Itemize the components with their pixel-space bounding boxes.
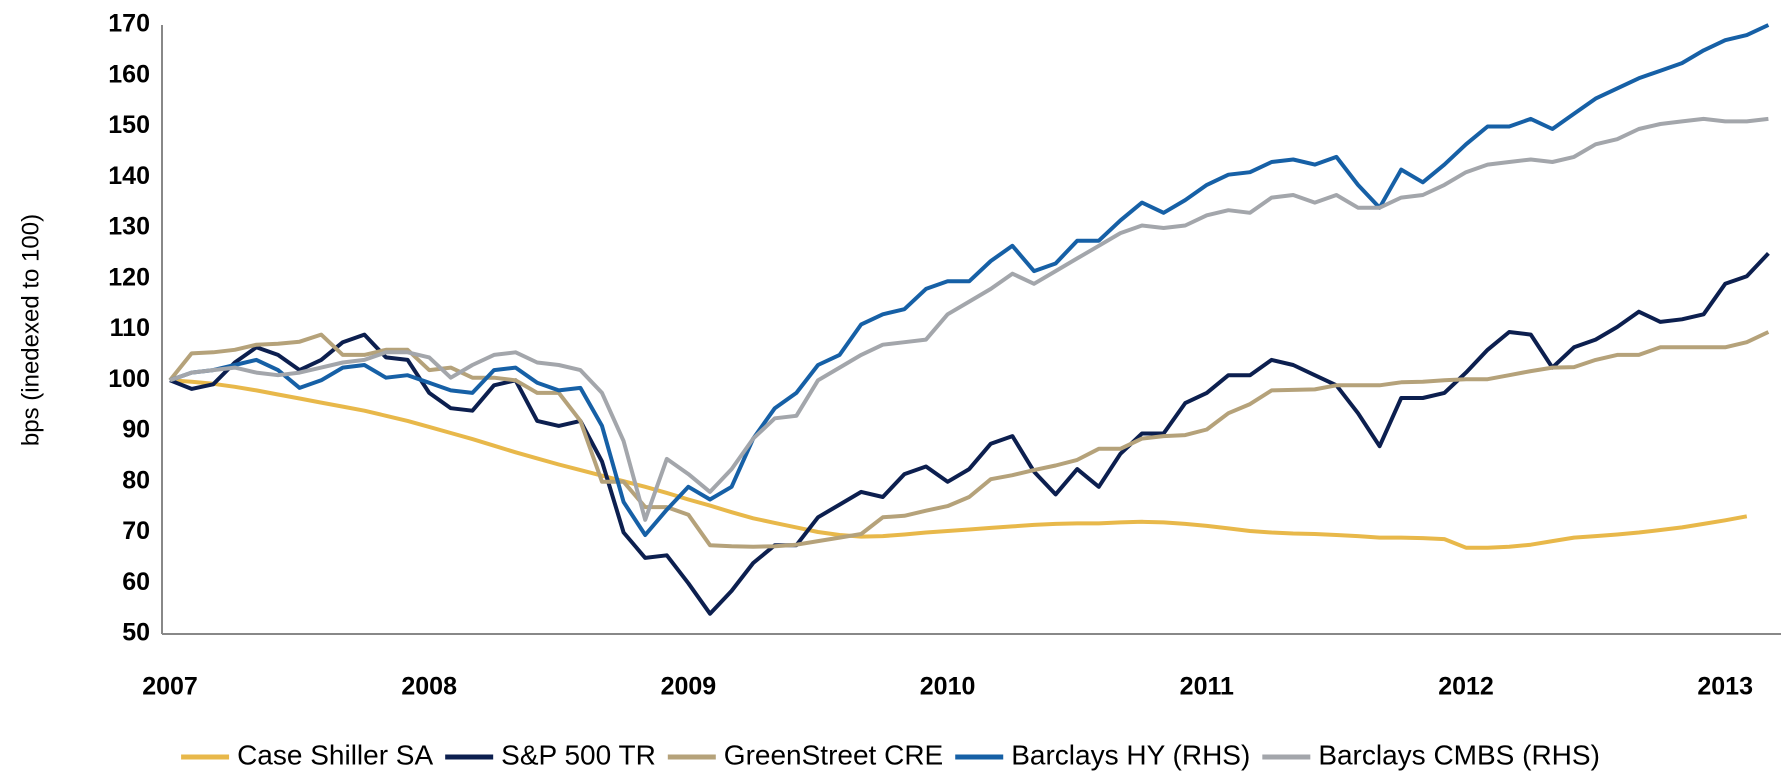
x-tick-label: 2012 bbox=[1438, 673, 1494, 701]
x-tick-label: 2009 bbox=[661, 673, 717, 701]
y-tick-label: 160 bbox=[108, 60, 150, 88]
y-axis-title: bps (inedexed to 100) bbox=[17, 214, 44, 446]
series-line bbox=[169, 252, 1770, 616]
y-tick-label: 90 bbox=[122, 416, 150, 444]
y-tick-label: 100 bbox=[108, 365, 150, 393]
y-tick-label: 170 bbox=[108, 10, 150, 38]
y-tick-label: 60 bbox=[122, 568, 150, 596]
legend-label: Barclays HY (RHS) bbox=[1011, 739, 1250, 770]
x-tick-label: 2013 bbox=[1697, 673, 1753, 701]
y-tick-label: 50 bbox=[122, 619, 150, 647]
series-line bbox=[169, 23, 1770, 537]
legend-label: Case Shiller SA bbox=[237, 739, 433, 770]
x-tick-label: 2010 bbox=[920, 673, 976, 701]
y-tick-label: 110 bbox=[110, 314, 150, 342]
series-line bbox=[169, 116, 1769, 522]
legend-label: S&P 500 TR bbox=[501, 739, 656, 770]
y-tick-label: 140 bbox=[108, 162, 150, 190]
y-tick-label: 70 bbox=[122, 517, 150, 545]
y-tick-label: 130 bbox=[108, 213, 150, 241]
x-tick-label: 2007 bbox=[142, 673, 198, 701]
legend-label: GreenStreet CRE bbox=[724, 739, 943, 770]
y-tick-label: 150 bbox=[108, 111, 150, 139]
series-line bbox=[169, 378, 1748, 550]
y-tick-label: 120 bbox=[108, 263, 150, 291]
x-tick-label: 2011 bbox=[1180, 673, 1234, 701]
series-line bbox=[168, 330, 1770, 549]
legend-label: Barclays CMBS (RHS) bbox=[1318, 739, 1600, 770]
x-tick-label: 2008 bbox=[401, 673, 457, 701]
y-tick-label: 80 bbox=[122, 466, 150, 494]
